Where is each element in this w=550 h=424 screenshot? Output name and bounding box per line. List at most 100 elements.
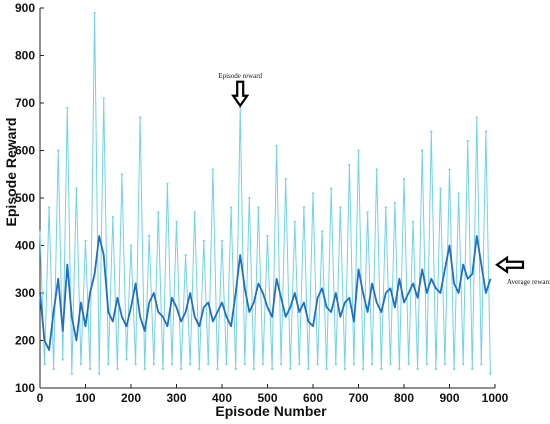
data-point [389,363,392,366]
data-point [48,206,51,209]
left-arrow-icon [495,255,525,274]
data-point [453,367,456,371]
data-point [448,168,451,171]
data-point [139,116,142,119]
data-point [202,239,205,242]
data-point [357,149,360,152]
data-point [248,196,251,200]
data-point [157,211,160,214]
x-tick-label: 200 [121,391,141,405]
data-point [266,234,269,238]
data-point [362,367,365,371]
data-point [211,168,214,171]
data-point [184,253,187,257]
data-point [52,367,55,371]
data-point [325,367,328,371]
data-point [271,367,274,371]
data-point [170,363,173,366]
data-point [148,234,151,238]
data-point [61,358,64,361]
data-point [107,363,110,366]
x-tick-label: 300 [166,391,186,405]
data-point [207,363,210,366]
down-arrow-icon [231,80,250,108]
data-point [443,363,446,366]
data-point [466,139,469,143]
data-point [439,187,442,190]
y-tick-label: 200 [15,334,35,348]
data-point [402,177,406,181]
x-tick-label: 700 [348,391,368,405]
data-point [339,206,342,209]
data-point [84,239,87,242]
data-point [43,363,46,366]
data-point [180,367,183,371]
data-point [120,173,123,176]
data-point [348,163,351,166]
annotation-label: Average reward [507,278,550,286]
data-point [421,149,424,152]
data-point [302,206,305,209]
data-point [79,363,82,366]
data-point [239,106,242,109]
data-point [475,116,478,119]
data-point [129,244,133,247]
data-point [161,367,164,371]
data-point [166,182,169,185]
y-tick-label: 100 [15,381,35,395]
data-point [125,358,128,361]
x-tick-label: 100 [75,391,95,405]
data-point [234,367,237,371]
data-point [480,363,483,366]
data-point [70,372,73,375]
data-point [393,201,396,204]
data-point [289,367,292,371]
data-point [375,168,378,171]
data-point [198,367,201,371]
data-point [225,363,228,366]
x-tick-label: 400 [212,391,232,405]
data-point [471,367,474,371]
data-point [66,106,69,109]
data-point [416,367,419,371]
data-point [102,97,105,100]
data-point [193,211,196,214]
data-point [275,144,278,147]
data-point [284,177,287,181]
data-point [484,130,487,133]
data-point [216,367,219,371]
data-point [334,363,337,366]
data-point [316,363,319,366]
data-point [407,363,410,366]
data-point [398,367,401,371]
x-axis-title: Episode Number [215,403,327,419]
y-tick-label: 800 [15,49,35,63]
x-tick-label: 1000 [482,391,509,405]
annotation-label: Episode reward [218,72,262,80]
data-point [380,367,383,371]
series-layer [38,11,492,375]
data-point [384,206,387,209]
data-point [257,206,260,209]
data-point [366,211,369,214]
data-point [261,363,264,366]
data-point [57,149,60,152]
x-tick-label: 0 [37,391,44,405]
y-tick-label: 500 [15,191,35,205]
data-point [457,192,460,195]
y-axis-title: Episode Reward [3,118,19,227]
data-point [298,363,301,366]
data-point [38,230,42,233]
y-tick-label: 300 [15,286,35,300]
data-point [152,363,155,366]
data-point [321,230,324,233]
data-point [330,187,333,190]
data-point [352,363,355,366]
data-point [280,363,283,366]
data-point [143,367,146,371]
data-point [116,367,119,371]
data-point [412,220,415,223]
x-tick-label: 900 [439,391,459,405]
tick-labels: 0 100 200 300 400 500 600 700 800 900 100010020030… [15,1,509,405]
